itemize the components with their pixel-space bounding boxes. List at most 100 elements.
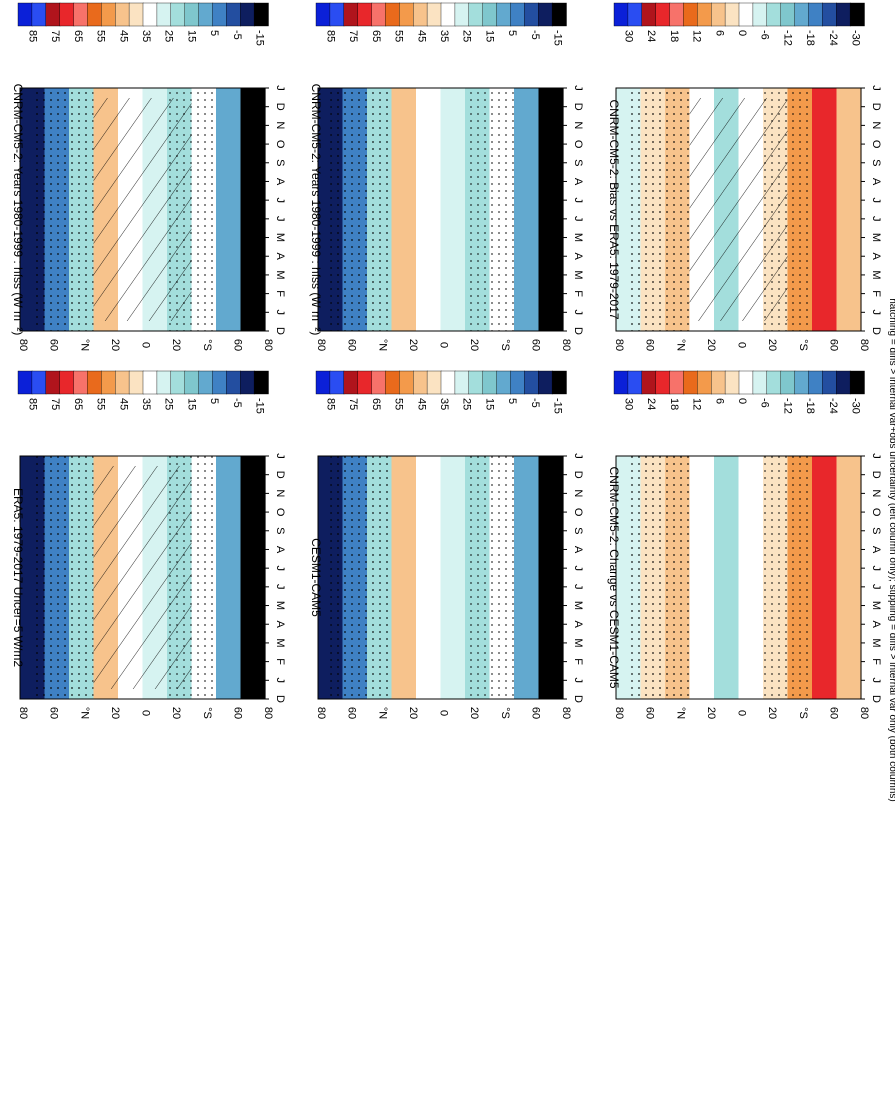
month-label: M — [274, 233, 286, 242]
plot-frame — [615, 87, 862, 332]
colorbar-swatch — [329, 370, 345, 395]
month-label: J — [274, 584, 286, 590]
lat-label: 20 — [109, 339, 121, 351]
lat-label: 80 — [560, 339, 572, 351]
month-label: O — [870, 508, 882, 517]
month-label: N — [870, 489, 882, 497]
colorbar-swatch — [794, 2, 810, 27]
colorbar-label: -12 — [782, 30, 794, 46]
colorbar-label: 85 — [324, 398, 336, 410]
month-label: A — [572, 253, 584, 261]
heatmap-band — [216, 456, 242, 699]
colorbar-label: 6 — [713, 30, 725, 36]
month-label: N — [274, 489, 286, 497]
month-label: J — [274, 197, 286, 203]
heatmap-band — [416, 88, 442, 331]
lat-label: 0 — [140, 710, 152, 716]
month-label: M — [572, 270, 584, 279]
colorbar-label: 35 — [438, 30, 450, 42]
month-label: N — [274, 121, 286, 129]
colorbar-label: 45 — [117, 30, 129, 42]
lat-label: 80 — [17, 339, 29, 351]
colorbar-swatch — [114, 370, 130, 395]
heatmap-band — [514, 456, 540, 699]
month-label: S — [274, 159, 286, 166]
month-label: F — [870, 658, 882, 665]
month-label: D — [572, 471, 584, 479]
colorbar-label: 25 — [461, 30, 473, 42]
heatmap-band — [538, 88, 564, 331]
colorbar-label: 30 — [622, 30, 634, 42]
colorbar-swatch — [357, 2, 373, 27]
colorbar-swatch — [524, 370, 539, 395]
month-label: A — [274, 253, 286, 261]
stippling-overlay — [465, 456, 514, 699]
colorbar-swatch — [766, 370, 782, 395]
lat-label: 80 — [858, 339, 870, 351]
lat-label: °S — [499, 339, 511, 351]
month-label: F — [870, 290, 882, 297]
month-label: A — [572, 621, 584, 629]
colorbar-swatch — [808, 370, 824, 395]
colorbar-swatch — [343, 2, 359, 27]
colorbar-label: 35 — [140, 30, 152, 42]
colorbar-swatch — [212, 370, 227, 395]
chart-panel-4: CESM1-CAM5 D J F M A M J J A S O N D J 80 60 °N 20 0 20 °S 60 8… — [309, 370, 584, 719]
colorbar-swatch — [329, 2, 345, 27]
colorbar-swatch — [87, 2, 103, 27]
lat-label: 60 — [231, 339, 243, 351]
plot-frame — [19, 455, 266, 700]
stippling-overlay — [628, 456, 690, 699]
colorbar-swatch — [849, 370, 865, 395]
chart-panel-1: CNRM-CM5-2: Years 1980-1999 : hfss (W m⁻… — [11, 2, 286, 351]
lat-label: 60 — [827, 707, 839, 719]
month-label: M — [572, 601, 584, 610]
month-label: M — [274, 601, 286, 610]
heatmap-band — [836, 456, 862, 699]
colorbar-swatch — [17, 370, 33, 395]
colorbar-label: 12 — [691, 398, 703, 410]
colorbar-swatch — [822, 370, 837, 395]
colorbar-swatch — [156, 2, 172, 27]
colorbar-label: 45 — [415, 398, 427, 410]
colorbar-swatch — [426, 370, 442, 395]
colorbar-swatch — [413, 2, 428, 27]
lat-label: 80 — [613, 707, 625, 719]
plot-frame — [615, 455, 862, 700]
chart-panel-2: CNRM-CM5-2: Years 1980-1999 : hfss (W m⁻… — [309, 2, 584, 351]
colorbar-swatch — [128, 2, 144, 27]
colorbar-swatch — [357, 370, 373, 395]
colorbar-swatch — [468, 2, 484, 27]
heatmap-band — [416, 456, 442, 699]
heatmap-band — [738, 456, 764, 699]
colorbar-swatch — [627, 2, 643, 27]
month-label: J — [274, 453, 286, 459]
month-label: M — [274, 638, 286, 647]
heatmap-band — [812, 88, 838, 331]
lat-label: 80 — [262, 707, 274, 719]
colorbar-swatch — [711, 2, 726, 27]
colorbar-label: -18 — [804, 398, 816, 414]
colorbar-swatch — [59, 2, 75, 27]
colorbar-swatch — [142, 2, 158, 27]
plot-frame — [317, 87, 564, 332]
month-label: M — [572, 638, 584, 647]
colorbar-label: 55 — [95, 30, 107, 42]
lat-label: 80 — [315, 339, 327, 351]
chart-title: CNRM-CM5-2: Change vs CESM1-CAM5 — [607, 466, 621, 688]
month-label: A — [274, 178, 286, 186]
colorbar-label: 65 — [72, 398, 84, 410]
month-label: J — [870, 453, 882, 459]
colorbar-swatch — [641, 2, 657, 27]
month-label: M — [572, 233, 584, 242]
month-label: D — [274, 695, 286, 703]
colorbar-label: -5 — [231, 30, 243, 40]
colorbar-swatch — [315, 2, 331, 27]
colorbar-label: 24 — [645, 30, 657, 42]
colorbar-label: 25 — [163, 398, 175, 410]
colorbar-label: -6 — [759, 30, 771, 40]
colorbar-label: 45 — [415, 30, 427, 42]
colorbar-label: -5 — [529, 30, 541, 40]
colorbar-label: 65 — [72, 30, 84, 42]
